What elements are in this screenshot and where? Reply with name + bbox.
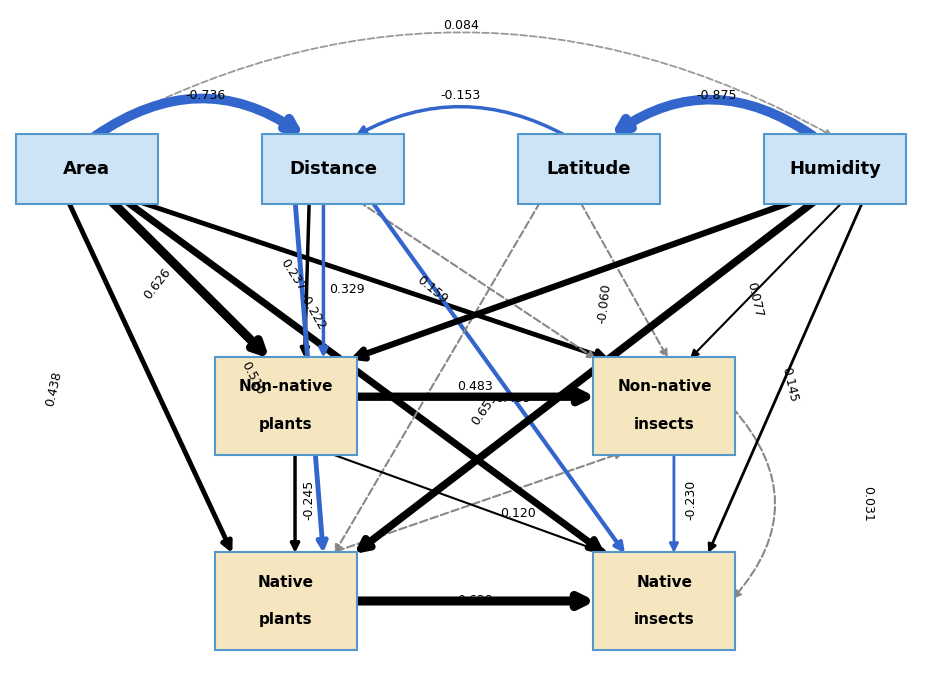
Text: Non-native: Non-native — [618, 379, 712, 395]
Text: plants: plants — [258, 612, 313, 627]
Text: -0.060: -0.060 — [596, 283, 614, 324]
Text: 0.145: 0.145 — [779, 366, 800, 404]
Text: Native: Native — [636, 575, 693, 589]
Text: 0.483: 0.483 — [457, 380, 493, 393]
Text: 0.510: 0.510 — [238, 359, 267, 397]
FancyBboxPatch shape — [594, 552, 735, 650]
Text: -0.736: -0.736 — [185, 89, 225, 102]
Text: Humidity: Humidity — [789, 160, 881, 178]
FancyBboxPatch shape — [215, 552, 356, 650]
Text: Native: Native — [257, 575, 314, 589]
Text: 0.237: 0.237 — [278, 256, 309, 293]
FancyArrowPatch shape — [732, 408, 775, 597]
Text: insects: insects — [634, 417, 694, 432]
Text: Area: Area — [63, 160, 110, 178]
FancyBboxPatch shape — [518, 134, 659, 204]
Text: -0.875: -0.875 — [696, 89, 737, 102]
Text: insects: insects — [634, 612, 694, 627]
Text: Non-native: Non-native — [238, 379, 332, 395]
Text: Latitude: Latitude — [546, 160, 631, 178]
Text: -0.153: -0.153 — [441, 89, 481, 102]
Text: 0.120: 0.120 — [500, 508, 536, 520]
Text: Distance: Distance — [289, 160, 377, 178]
Text: 0.031: 0.031 — [862, 486, 875, 522]
Text: 0.626: 0.626 — [142, 266, 174, 302]
Text: 0.628: 0.628 — [457, 594, 493, 608]
FancyBboxPatch shape — [215, 357, 356, 454]
Text: plants: plants — [258, 417, 313, 432]
FancyBboxPatch shape — [262, 134, 404, 204]
Text: -0.230: -0.230 — [684, 480, 697, 520]
FancyBboxPatch shape — [594, 357, 735, 454]
Text: 0.438: 0.438 — [43, 370, 64, 407]
FancyBboxPatch shape — [15, 134, 158, 204]
Text: 0.329: 0.329 — [330, 283, 365, 296]
Text: 0.655: 0.655 — [469, 391, 500, 428]
Text: 0.439: 0.439 — [495, 392, 531, 405]
Text: -0.222: -0.222 — [296, 291, 328, 332]
Text: 0.159: 0.159 — [414, 273, 450, 306]
FancyBboxPatch shape — [764, 134, 906, 204]
Text: 0.084: 0.084 — [443, 20, 479, 32]
Text: 0.077: 0.077 — [744, 281, 765, 318]
Text: -0.245: -0.245 — [303, 480, 315, 520]
